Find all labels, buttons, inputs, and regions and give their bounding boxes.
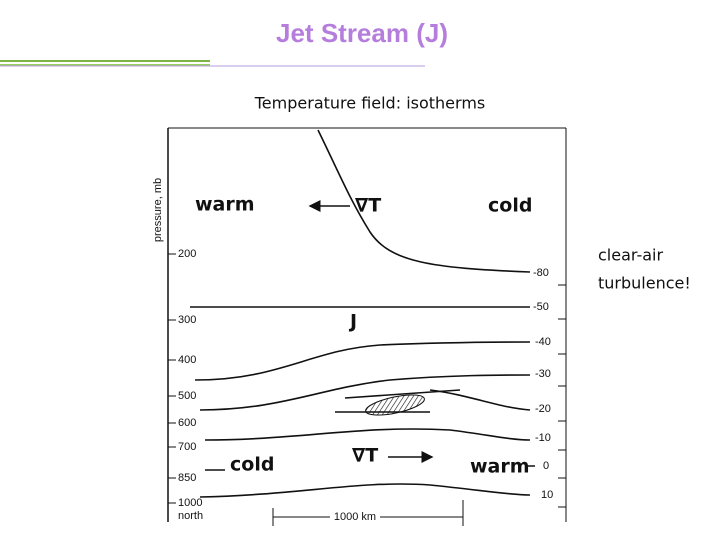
isotherm — [205, 465, 535, 471]
pressure-label: 500 — [178, 390, 196, 402]
isotherm-label: -50 — [533, 301, 549, 313]
gradient-label: ∇T — [355, 195, 381, 217]
pressure-label: 1000 — [178, 497, 202, 509]
isotherm-label: -20 — [535, 403, 551, 415]
y-axis-label: pressure, mb — [152, 178, 164, 242]
note-line: turbulence! — [598, 274, 691, 293]
isotherm — [194, 341, 531, 381]
isotherm-label: -80 — [533, 267, 549, 279]
title: Jet Stream (J) — [276, 18, 448, 48]
gradient-label: ∇T — [352, 445, 378, 467]
pressure-label: 700 — [178, 441, 196, 453]
isotherm-label: 10 — [541, 489, 553, 501]
frontal-line — [344, 389, 461, 399]
isotherm — [335, 389, 531, 413]
pressure-label: 850 — [178, 472, 196, 484]
subtitle: Temperature field: isotherms — [254, 94, 485, 113]
isotherm-label: -30 — [535, 368, 551, 380]
pressure-label: 600 — [178, 417, 196, 429]
isotherm — [204, 428, 531, 441]
cold-label: cold — [488, 195, 532, 217]
pressure-label: 200 — [178, 248, 196, 260]
cold-label: cold — [230, 454, 274, 476]
warm-label: warm — [470, 456, 530, 478]
diagram: pressure, mb warm cold ∇T J cold ∇T warm… — [152, 127, 567, 526]
north-label: north — [178, 510, 203, 522]
isotherm — [199, 374, 531, 411]
isotherm — [317, 129, 531, 273]
warm-label: warm — [195, 194, 255, 216]
jet-label: J — [348, 311, 357, 333]
note-line: clear-air — [598, 246, 663, 265]
pressure-label: 400 — [178, 354, 196, 366]
isotherm-label: -10 — [535, 432, 551, 444]
scale-gap — [330, 510, 380, 524]
scale-label: 1000 km — [334, 511, 376, 523]
isotherm-label: -40 — [535, 336, 551, 348]
turbulence-zone — [365, 394, 425, 416]
isotherm — [199, 483, 531, 498]
isotherm-label: 0 — [543, 460, 549, 472]
pressure-label: 300 — [178, 314, 196, 326]
